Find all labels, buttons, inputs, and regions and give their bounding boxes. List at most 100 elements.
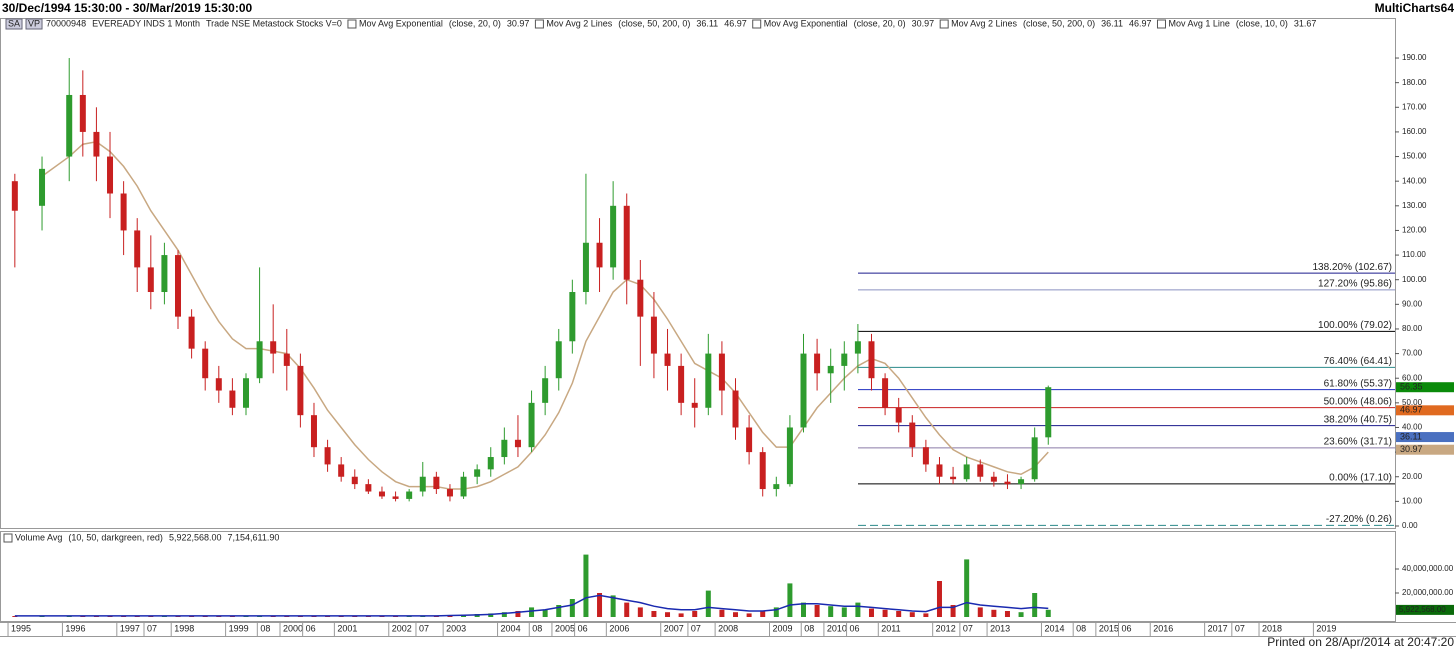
candle-body	[977, 464, 984, 477]
candle-body	[705, 353, 712, 408]
candle-body	[786, 427, 793, 485]
volume-bar	[515, 611, 521, 617]
x-tick-label: 07	[691, 623, 701, 633]
x-tick-label: 2000	[283, 623, 303, 633]
indicator-value: 31.67	[1294, 18, 1317, 28]
volume-marker	[1396, 604, 1454, 615]
candle-body	[270, 341, 277, 354]
candle-body	[759, 452, 766, 490]
x-tick-label: 08	[532, 623, 542, 633]
y-tick-label: 70.00	[1402, 349, 1423, 358]
candle-body	[542, 378, 549, 403]
indicator-params: (close, 10, 0)	[1236, 18, 1288, 28]
x-tick-label: 2018	[1262, 623, 1282, 633]
candle-body	[746, 427, 753, 453]
price-marker-label: 56.35	[1400, 382, 1423, 392]
volume-header: 7,154,611.90	[228, 532, 280, 542]
volume-bar	[692, 611, 698, 617]
volume-bar	[1045, 609, 1051, 617]
candle-body	[242, 378, 249, 408]
volume-bar	[610, 595, 616, 617]
volume-bar	[787, 583, 793, 617]
volume-pane	[0, 531, 1396, 622]
candle-body	[814, 353, 821, 374]
indicator-box	[347, 19, 357, 29]
candle-body	[310, 415, 317, 448]
candle-body	[637, 279, 644, 317]
x-tick-label: 2013	[990, 623, 1010, 633]
fib-label: -27.20% (0.26)	[1326, 514, 1392, 525]
y-tick-label: 130.00	[1402, 201, 1427, 210]
volume-average	[14, 594, 1049, 617]
fib-label: 50.00% (48.06)	[1324, 396, 1392, 407]
indicator-box	[3, 533, 13, 543]
candle-body	[732, 390, 739, 428]
volume-header: Volume Avg	[15, 532, 62, 542]
candle-body	[1004, 481, 1011, 485]
y-tick-label: 80.00	[1402, 324, 1423, 333]
x-tick-label: 2014	[1044, 623, 1064, 633]
candle-body	[718, 353, 725, 391]
candle-body	[800, 353, 807, 428]
fib-label: 0.00% (17.10)	[1329, 473, 1392, 484]
x-tick-label: 07	[147, 623, 157, 633]
volume-bar	[569, 599, 575, 617]
x-tick-label: 2012	[936, 623, 956, 633]
x-tick-label: 2002	[392, 623, 412, 633]
volume-bar	[896, 611, 902, 617]
volume-bar	[855, 602, 861, 617]
symbol: 70000948	[46, 18, 86, 28]
volume-bar	[936, 581, 942, 617]
volume-header: 5,922,568.00	[169, 532, 222, 542]
fib-label: 23.60% (31.71)	[1324, 437, 1392, 448]
candle-body	[93, 131, 100, 157]
x-tick-label: 1995	[11, 623, 31, 633]
x-tick-label: 2001	[337, 623, 357, 633]
candle-body	[79, 94, 86, 132]
date-range: 30/Dec/1994 15:30:00 - 30/Mar/2019 15:30…	[2, 1, 253, 15]
price-pane	[0, 18, 1396, 529]
y-tick-label: 150.00	[1402, 152, 1427, 161]
y-tick-label: 170.00	[1402, 102, 1427, 111]
candle-body	[1045, 387, 1052, 438]
candle-body	[596, 242, 603, 268]
volume-bar	[923, 613, 929, 617]
x-tick-label: 2019	[1316, 623, 1336, 633]
candle-body	[392, 496, 399, 499]
candle-body	[868, 341, 875, 379]
price-marker	[1396, 444, 1454, 455]
x-tick-label: 07	[963, 623, 973, 633]
volume-bar	[841, 607, 847, 617]
volume-bar	[909, 612, 915, 617]
candle-body	[909, 422, 916, 448]
volume-bar	[665, 612, 671, 617]
indicator-value: 46.97	[1129, 18, 1152, 28]
candle-body	[446, 489, 453, 497]
x-tick-label: 1997	[120, 623, 140, 633]
indicator-name: Mov Avg Exponential	[764, 18, 848, 28]
candle-body	[324, 447, 331, 465]
volume-bar	[828, 606, 834, 617]
candle-body	[283, 353, 290, 366]
volume-bar	[991, 609, 997, 617]
indicator-box	[939, 19, 949, 29]
x-tick-label: 06	[1122, 623, 1132, 633]
volume-bar	[529, 607, 535, 617]
volume-bar	[637, 607, 643, 617]
x-tick-label: 07	[1235, 623, 1245, 633]
candle-body	[66, 94, 73, 157]
indicator-value: 30.97	[507, 18, 530, 28]
indicator-name: Mov Avg 2 Lines	[546, 18, 612, 28]
candle-body	[161, 255, 168, 293]
source: Trade NSE Metastock Stocks V=0	[206, 18, 342, 28]
candle-body	[514, 439, 521, 448]
volume-bar	[651, 611, 657, 617]
candle-body	[854, 341, 861, 354]
x-tick-label: 2015	[1099, 623, 1119, 633]
x-tick-label: 2004	[501, 623, 521, 633]
volume-bar	[705, 590, 711, 617]
x-tick-label: 06	[306, 623, 316, 633]
